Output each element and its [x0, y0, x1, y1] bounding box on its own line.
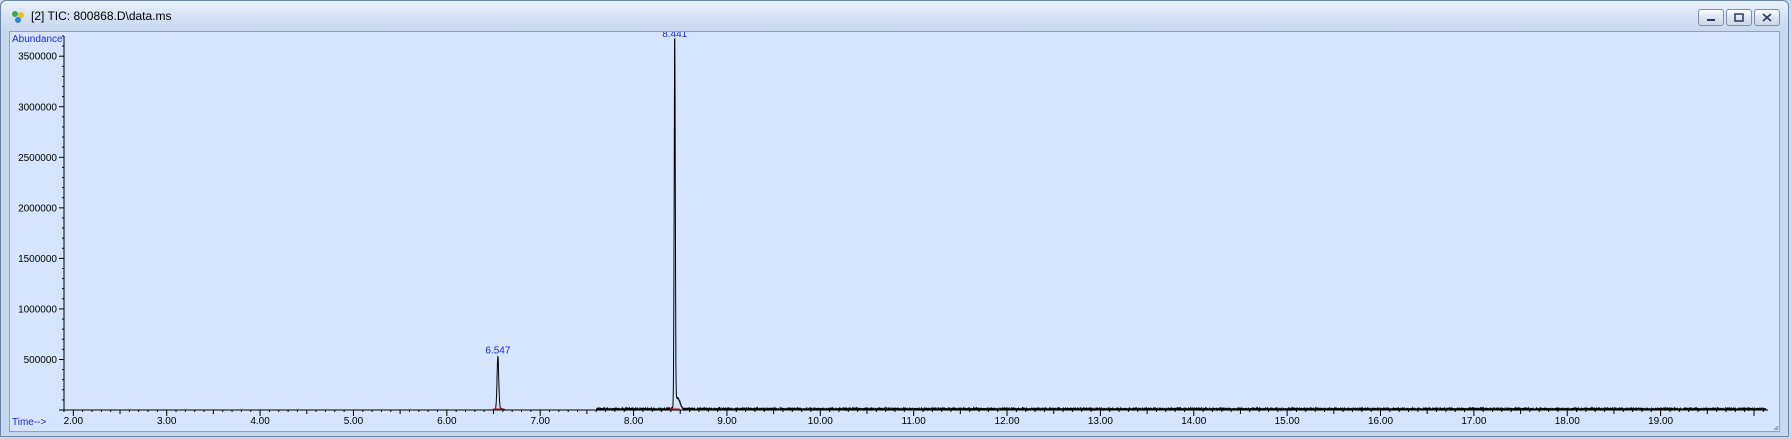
x-tick-label: 7.00 — [530, 416, 550, 427]
close-icon — [1762, 13, 1772, 22]
restore-icon — [1734, 13, 1744, 22]
x-tick-label: 9.00 — [717, 416, 737, 427]
x-tick-label: 4.00 — [250, 416, 270, 427]
chromatogram-app-icon — [12, 11, 24, 23]
x-tick-label: 16.00 — [1368, 416, 1393, 427]
x-tick-label: 11.00 — [902, 416, 927, 427]
window-title: [2] TIC: 800868.D\data.ms — [31, 9, 172, 23]
x-tick-label: 14.00 — [1181, 416, 1206, 427]
x-tick-label: 2.00 — [64, 416, 84, 427]
close-button[interactable] — [1754, 9, 1780, 26]
x-axis-label: Time--> — [12, 417, 47, 428]
window-controls — [1698, 9, 1780, 27]
y-tick-label: 500000 — [24, 355, 58, 366]
chromatogram-chart[interactable]: 2.00 3.00 4.00 5.00 6.00 7.00 8.00 9.00 10.00 11.… — [10, 32, 1779, 431]
peak-label: 8.441 — [662, 32, 687, 40]
x-tick-label: 18.00 — [1555, 416, 1580, 427]
chart-area[interactable]: 2.00 3.00 4.00 5.00 6.00 7.00 8.00 9.00 10.00 11.… — [9, 31, 1780, 432]
x-tick-label: 13.00 — [1088, 416, 1113, 427]
y-tick-label: 2000000 — [18, 203, 57, 214]
y-tick-label: 3000000 — [18, 102, 57, 113]
x-tick-label: 8.00 — [624, 416, 644, 427]
tic-trace — [492, 37, 1767, 412]
y-tick-label: 1500000 — [18, 254, 57, 265]
y-axis-ticks: 500000 1000000 1500000 2000000 2500000 300000… — [18, 35, 64, 411]
y-tick-label: 3500000 — [18, 52, 57, 63]
minimize-icon — [1707, 19, 1715, 21]
x-tick-label: 15.00 — [1275, 416, 1300, 427]
restore-button[interactable] — [1726, 9, 1752, 26]
peak-label: 6.547 — [485, 345, 510, 356]
resize-grip-icon[interactable] — [1773, 425, 1779, 431]
x-tick-label: 6.00 — [437, 416, 457, 427]
chart-axes — [63, 36, 1768, 411]
x-tick-label: 17.00 — [1461, 416, 1486, 427]
title-bar[interactable]: [2] TIC: 800868.D\data.ms — [1, 1, 1788, 31]
x-tick-label: 5.00 — [344, 416, 364, 427]
x-tick-label: 10.00 — [808, 416, 833, 427]
x-tick-label: 19.00 — [1648, 416, 1673, 427]
x-tick-label: 3.00 — [157, 416, 177, 427]
y-tick-label: 2500000 — [18, 153, 57, 164]
y-axis-label: Abundance — [12, 34, 63, 45]
y-tick-label: 1000000 — [18, 304, 57, 315]
x-axis-ticks: 2.00 3.00 4.00 5.00 6.00 7.00 8.00 9.00 10.00 11.… — [63, 410, 1764, 427]
x-tick-label: 12.00 — [995, 416, 1020, 427]
minimize-button[interactable] — [1698, 9, 1724, 26]
peak-labels: 6.547 8.441 — [485, 32, 687, 356]
